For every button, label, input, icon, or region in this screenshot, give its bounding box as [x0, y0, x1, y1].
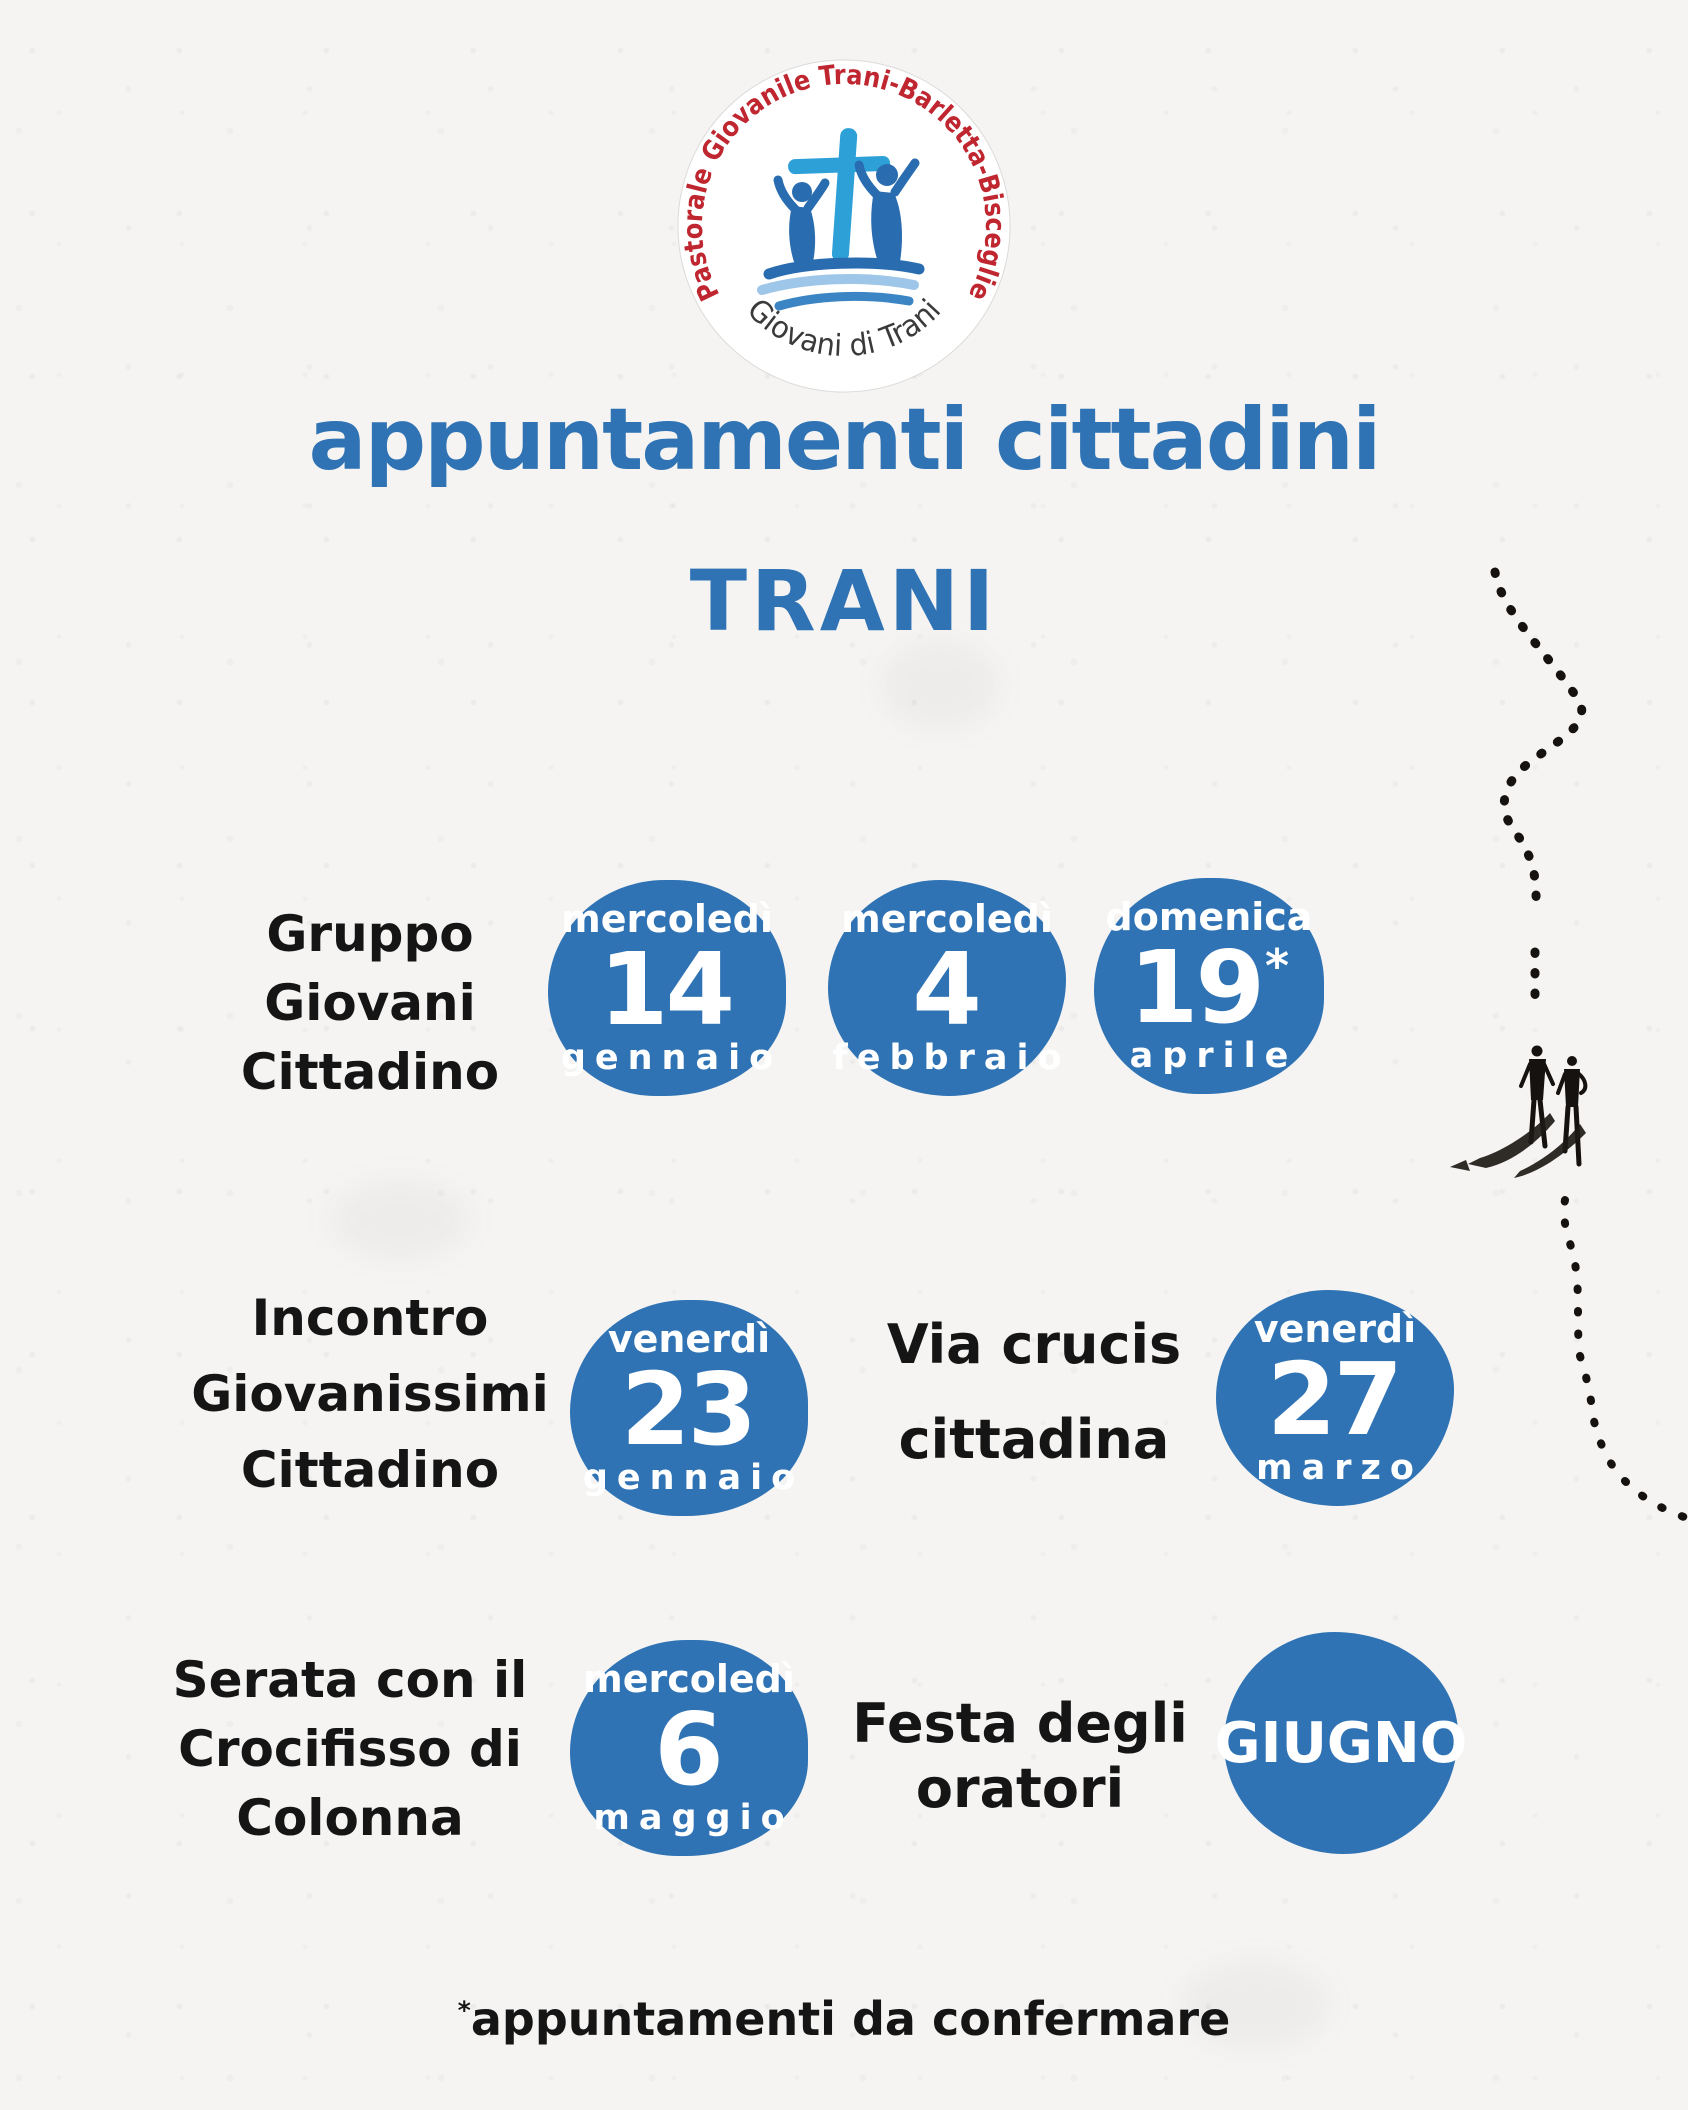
label-line: Crocifisso di [178, 1720, 522, 1778]
event-label-incontro-giovanissimi-cittadino: Incontro Giovanissimi Cittadino [158, 1280, 582, 1508]
paper-smudge [1180, 1960, 1330, 2050]
date-badge-6-maggio: mercoledì 6 maggio [570, 1640, 808, 1856]
badge-day: domenica [1105, 894, 1313, 939]
badge-number: 19* [1129, 937, 1290, 1038]
badge-number: 27 [1267, 1349, 1403, 1450]
label-line: Gruppo [266, 905, 474, 963]
pastorale-giovanile-logo: Pastorale Giovanile Trani-Barletta-Bisce… [674, 56, 1014, 396]
city-subtitle: TRANI [689, 552, 999, 650]
badge-day: mercoledì [841, 896, 1053, 941]
badge-number: 6 [654, 1699, 724, 1800]
badge-number: 4 [912, 939, 982, 1040]
footnote-text: appuntamenti da confermare [470, 1992, 1231, 2046]
badge-day: mercoledì [583, 1656, 795, 1701]
label-line: Cittadino [240, 1043, 500, 1101]
decoration-graphic [1450, 567, 1688, 1521]
date-badge-23-gennaio: venerdì 23 gennaio [570, 1300, 808, 1516]
badge-day: venerdì [1253, 1306, 1417, 1351]
badge-day: mercoledì [561, 896, 773, 941]
date-badge-14-gennaio: mercoledì 14 gennaio [548, 880, 786, 1096]
month-badge-giugno: GIUGNO [1215, 1632, 1467, 1854]
label-line: cittadina [898, 1407, 1170, 1471]
event-label-festa-degli-oratori: Festa degli oratori [848, 1692, 1192, 1822]
label-line: oratori [915, 1756, 1125, 1820]
event-label-via-crucis-cittadina: Via crucis cittadina [848, 1298, 1220, 1487]
badge-month: gennaio [582, 1457, 805, 1498]
event-label-serata-crocifisso-colonna: Serata con il Crocifisso di Colonna [138, 1646, 562, 1853]
badge-number-value: 23 [620, 1350, 757, 1468]
badge-day: venerdì [607, 1316, 771, 1361]
walking-figures-illustration [1450, 1045, 1588, 1178]
label-line: Giovanissimi [191, 1365, 549, 1423]
label-line: Giovani [264, 974, 476, 1032]
badge-month: marzo [1256, 1447, 1423, 1488]
badge-asterisk: * [1265, 938, 1290, 993]
badge-month: gennaio [560, 1037, 783, 1078]
badge-number-value: 27 [1266, 1340, 1403, 1458]
person-figure-left-icon [773, 175, 830, 262]
paper-smudge [880, 640, 1000, 730]
date-badge-27-marzo: venerdì 27 marzo [1216, 1290, 1454, 1506]
badge-number-value: 4 [912, 930, 982, 1048]
badge-number-value: 14 [598, 930, 735, 1048]
label-line: Incontro [251, 1289, 489, 1347]
badge-number-value: 6 [654, 1690, 724, 1808]
label-line: Cittadino [240, 1441, 500, 1499]
badge-number: 14 [599, 939, 735, 1040]
dotted-path-decoration [1440, 550, 1688, 1540]
badge-month-name: GIUGNO [1214, 1710, 1468, 1776]
label-line: Serata con il [172, 1651, 528, 1709]
badge-month: febbraio [832, 1037, 1071, 1078]
label-line: Via crucis [886, 1313, 1182, 1376]
date-badge-4-febbraio: mercoledì 4 febbraio [828, 880, 1066, 1096]
badge-number: 23 [621, 1359, 757, 1460]
waves-icon [757, 257, 925, 311]
person-figure-right-icon [854, 158, 920, 262]
event-label-gruppo-giovani-cittadino: Gruppo Giovani Cittadino [168, 900, 572, 1107]
label-line: Colonna [236, 1789, 464, 1847]
page-title: appuntamenti cittadini [308, 390, 1382, 490]
badge-number-value: 19 [1128, 928, 1265, 1046]
paper-smudge [330, 1180, 470, 1260]
dotted-path-lower [1559, 1196, 1688, 1521]
label-line: Festa degli [852, 1692, 1188, 1755]
dotted-path-upper [1490, 567, 1587, 1000]
footnote-asterisk: * [457, 1996, 471, 2025]
date-badge-19-aprile: domenica 19* aprile [1094, 878, 1324, 1094]
badge-month: maggio [593, 1797, 794, 1838]
badge-month: aprile [1129, 1035, 1298, 1076]
logo-graphic: Pastorale Giovanile Trani-Barletta-Bisce… [677, 59, 1011, 393]
footnote: *appuntamenti da confermare [0, 1992, 1688, 2046]
